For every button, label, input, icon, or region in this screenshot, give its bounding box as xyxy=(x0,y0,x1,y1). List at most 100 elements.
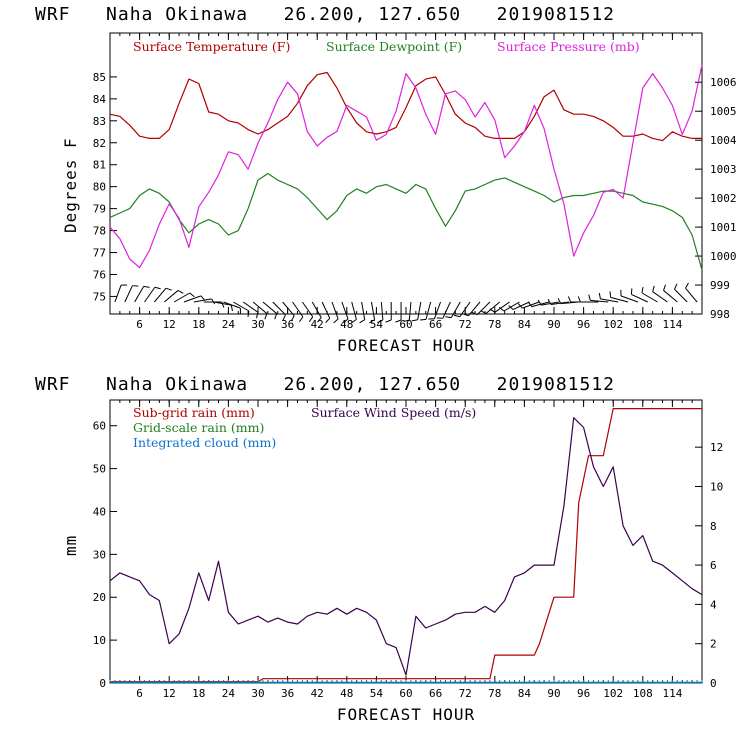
chart1-x-tick-label: 54 xyxy=(370,318,384,331)
wind-barb xyxy=(445,301,461,319)
wind-barb xyxy=(341,301,349,324)
wind-barb xyxy=(292,301,304,322)
chart1-y-axis-label: Degrees F xyxy=(61,137,80,233)
chart2-y-tick-label: 40 xyxy=(93,505,106,518)
wind-barb xyxy=(471,301,491,316)
chart2-y2-tick-label: 12 xyxy=(710,441,723,454)
chart1-y2-tick-label: 1006 xyxy=(710,76,737,89)
wind-barb xyxy=(462,301,481,317)
wind-barb xyxy=(282,301,295,322)
wind-barb xyxy=(144,286,161,303)
wind-barb xyxy=(385,302,392,323)
chart2-y2-tick-label: 4 xyxy=(710,598,717,611)
chart2-x-tick-label: 54 xyxy=(370,687,384,700)
wind-barb xyxy=(489,301,510,313)
chart1-y-tick-label: 82 xyxy=(93,137,106,150)
wind-barb xyxy=(262,301,278,320)
chart1-y-tick-label: 77 xyxy=(93,247,106,260)
chart1-legend-temperature: Surface Temperature (F) xyxy=(133,39,290,54)
chart2-y-tick-label: 0 xyxy=(99,677,106,690)
wind-barb xyxy=(428,301,442,320)
chart1-x-tick-label: 42 xyxy=(311,318,324,331)
wind-barb xyxy=(663,284,678,303)
chart2-legend-wind-speed: Surface Wind Speed (m/s) xyxy=(311,405,476,420)
chart2-x-tick-label: 24 xyxy=(222,687,236,700)
wind-barb xyxy=(630,288,648,303)
chart1-x-tick-label: 18 xyxy=(192,318,205,331)
wind-barb xyxy=(252,301,268,320)
chart2-y2-tick-label: 0 xyxy=(710,677,717,690)
wind-barb xyxy=(395,302,402,323)
chart1-y-tick-label: 85 xyxy=(93,71,106,84)
wind-barb xyxy=(203,301,225,308)
chart1-y-tick-label: 84 xyxy=(93,93,107,106)
chart1-series-surface-dewpoint xyxy=(109,172,703,271)
chart1-y-tick-label: 75 xyxy=(93,290,106,303)
chart2-series-surface-wind-speed xyxy=(109,417,703,676)
chart1-y2-tick-label: 1004 xyxy=(710,134,737,147)
wind-barb xyxy=(641,286,658,303)
chart1-x-tick-label: 78 xyxy=(488,318,501,331)
chart2-x-tick-label: 66 xyxy=(429,687,442,700)
chart2-x-tick-label: 108 xyxy=(633,687,653,700)
chart1-y2-tick-label: 1002 xyxy=(710,192,737,205)
wind-barb xyxy=(301,301,314,322)
chart1-x-tick-label: 12 xyxy=(163,318,176,331)
chart1-y2-tick-label: 999 xyxy=(710,279,730,292)
wind-barb xyxy=(377,301,384,323)
wind-barb xyxy=(411,301,422,322)
wind-barb xyxy=(242,301,259,319)
chart2-y-tick-label: 30 xyxy=(93,548,106,561)
wind-barb xyxy=(351,301,357,324)
chart1-x-tick-label: 30 xyxy=(251,318,264,331)
chart2-x-tick-label: 6 xyxy=(136,687,143,700)
wind-barb xyxy=(480,301,501,315)
chart1-y2-tick-label: 1005 xyxy=(710,105,737,118)
chart2-x-tick-label: 78 xyxy=(488,687,501,700)
chart2-y-tick-label: 10 xyxy=(93,634,106,647)
wind-barb xyxy=(213,301,233,312)
chart2-legend-subgrid-rain: Sub-grid rain (mm) xyxy=(133,405,255,420)
wind-barb xyxy=(620,289,639,303)
wind-barb xyxy=(498,301,520,312)
wind-barb xyxy=(223,301,241,315)
chart2-x-tick-label: 90 xyxy=(547,687,560,700)
wind-barb xyxy=(321,301,331,323)
wind-barb xyxy=(436,301,451,319)
chart1-y-tick-label: 79 xyxy=(93,203,106,216)
chart1-x-tick-label: 66 xyxy=(429,318,442,331)
wind-barb xyxy=(311,301,322,323)
wind-barb xyxy=(588,294,609,303)
wind-barb xyxy=(609,291,629,303)
chart1-y-tick-label: 83 xyxy=(93,115,106,128)
wind-barb xyxy=(114,284,128,303)
wind-barb xyxy=(124,285,139,303)
chart1-y-tick-label: 78 xyxy=(93,225,106,238)
wind-barb xyxy=(685,282,698,303)
chart1-x-tick-label: 84 xyxy=(518,318,532,331)
wind-barb xyxy=(173,292,195,303)
wind-barb xyxy=(193,298,216,305)
chart2-x-tick-label: 60 xyxy=(399,687,412,700)
chart1-wind-barbs xyxy=(114,282,698,324)
wind-barb xyxy=(369,301,376,324)
chart2-x-axis-label: FORECAST HOUR xyxy=(337,705,475,724)
chart1-x-tick-label: 108 xyxy=(633,318,653,331)
chart1-x-tick-label: 102 xyxy=(603,318,623,331)
chart2-y-tick-label: 20 xyxy=(93,591,106,604)
chart2-legend-integrated-cloud: Integrated cloud (mm) xyxy=(133,435,276,450)
chart1-x-tick-label: 60 xyxy=(399,318,412,331)
chart2-x-tick-label: 48 xyxy=(340,687,353,700)
wind-barb xyxy=(154,287,172,303)
wind-barb xyxy=(403,301,412,323)
wind-barb xyxy=(453,301,471,318)
chart2-x-tick-label: 96 xyxy=(577,687,590,700)
wind-barb xyxy=(419,301,432,321)
chart2-y-axis-label: mm xyxy=(61,535,80,556)
wind-barb xyxy=(598,292,619,303)
chart1-legend-pressure: Surface Pressure (mb) xyxy=(497,39,640,54)
chart1-series-surface-pressure xyxy=(109,64,703,269)
wind-barb xyxy=(652,285,668,303)
chart2-y2-tick-label: 6 xyxy=(710,559,717,572)
